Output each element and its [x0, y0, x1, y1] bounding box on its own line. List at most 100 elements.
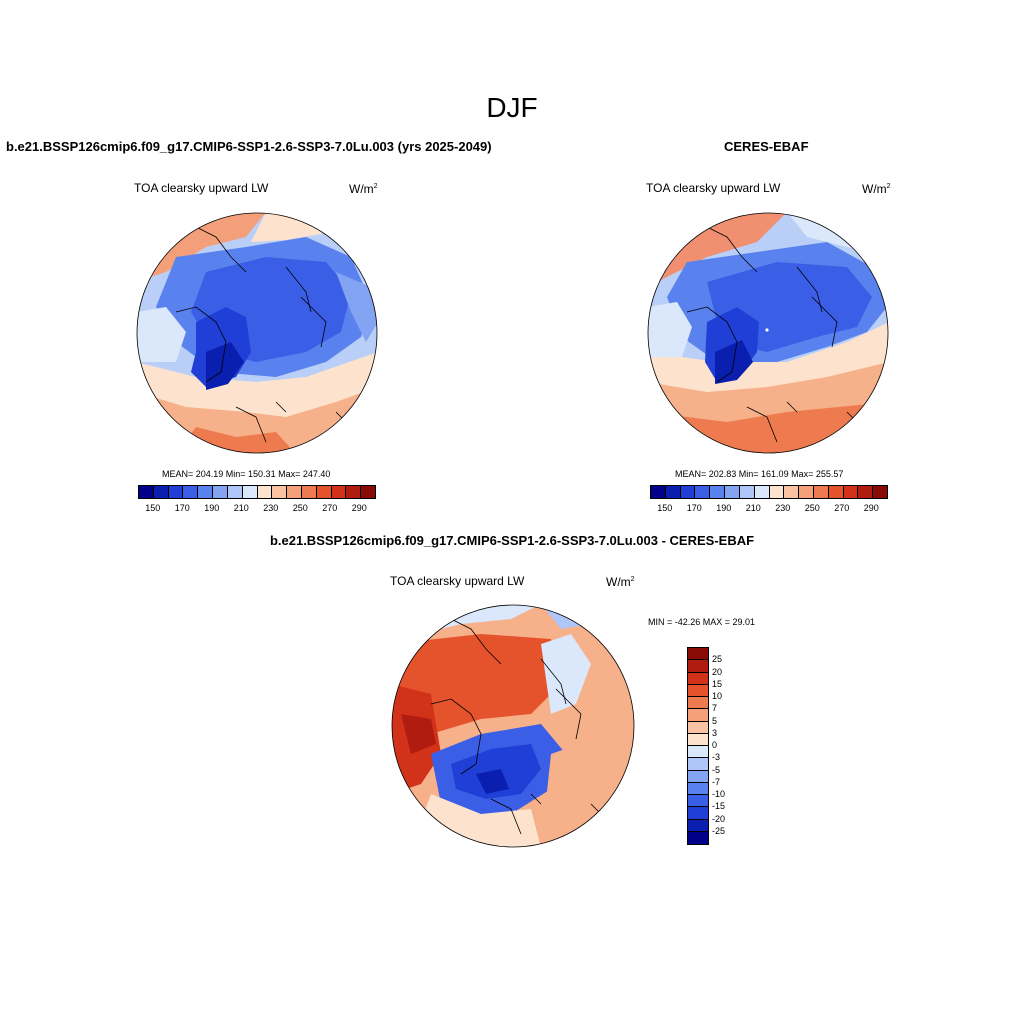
colorbar-tick-label: 210 [745, 503, 761, 513]
colorbar-tick-label: 25 [712, 654, 723, 665]
colorbar-swatch [688, 660, 708, 673]
diff-panel-title: b.e21.BSSP126cmip6.f09_g17.CMIP6-SSP1-2.… [269, 533, 755, 548]
colorbar-swatch [153, 486, 169, 498]
colorbar-swatch [769, 486, 785, 498]
colorbar-tick-label: 7 [712, 703, 718, 714]
colorbar-tick-label: -20 [712, 813, 726, 824]
colorbar-tick-label: -3 [712, 752, 721, 763]
colorbar-tick-label: 230 [775, 503, 791, 513]
colorbar-swatch [754, 486, 770, 498]
colorbar-swatch [688, 807, 708, 820]
colorbar-swatch [272, 486, 288, 498]
colorbar-swatch [287, 486, 302, 498]
colorbar-swatch [651, 486, 666, 498]
obs-polar-map [647, 212, 889, 454]
colorbar-tick-label: 0 [712, 740, 718, 750]
colorbar-swatch [688, 697, 708, 710]
colorbar-swatch [183, 486, 199, 498]
obs-panel-title: CERES-EBAF [724, 139, 809, 154]
colorbar-swatch [257, 486, 273, 498]
colorbar-swatch [688, 672, 708, 685]
colorbar-tick-label: 3 [712, 727, 718, 738]
colorbar-tick-label: 170 [686, 503, 702, 513]
colorbar-tick-label: 170 [174, 503, 190, 513]
colorbar-swatch [695, 486, 711, 498]
obs-units-label: W/m2 [862, 182, 891, 196]
colorbar-swatch [361, 486, 375, 498]
diff-polar-map [391, 604, 635, 848]
model-polar-map [136, 212, 378, 454]
colorbar-tick-label: 10 [712, 691, 723, 701]
diff-variable-label: TOA clearsky upward LW [390, 574, 525, 588]
diff-stats: MIN = -42.26 MAX = 29.01 [648, 617, 756, 627]
model-stats: MEAN= 204.19 Min= 150.31 Max= 247.40 [162, 469, 331, 479]
colorbar-tick-label: 190 [204, 503, 220, 513]
colorbar-swatch [688, 782, 708, 795]
colorbar-swatch [725, 486, 740, 498]
colorbar-swatch [858, 486, 874, 498]
colorbar-swatch [813, 486, 829, 498]
colorbar-swatch [213, 486, 228, 498]
colorbar-swatch [301, 486, 317, 498]
colorbar-tick-label: 270 [834, 503, 850, 513]
colorbar-tick-label: 290 [351, 503, 367, 513]
colorbar-swatch [680, 486, 696, 498]
colorbar-tick-label: 150 [145, 503, 161, 513]
colorbar-tick-label: 250 [292, 503, 308, 513]
model-variable-label: TOA clearsky upward LW [134, 181, 269, 195]
colorbar-swatch [828, 486, 844, 498]
colorbar-swatch [688, 746, 708, 759]
colorbar-tick-label: -5 [712, 764, 721, 775]
colorbar-swatch [688, 831, 708, 844]
model-colorbar [138, 485, 376, 499]
diff-colorbar [687, 647, 709, 845]
colorbar-tick-label: -25 [712, 825, 726, 836]
colorbar-swatch [198, 486, 214, 498]
season-title: DJF [486, 92, 538, 123]
model-panel-title: b.e21.BSSP126cmip6.f09_g17.CMIP6-SSP1-2.… [6, 139, 492, 154]
colorbar-swatch [316, 486, 332, 498]
colorbar-swatch [873, 486, 887, 498]
obs-colorbar-ticks: 150 170 190 210 230 250 270 290 [650, 503, 888, 515]
colorbar-swatch [688, 733, 708, 746]
colorbar-swatch [739, 486, 755, 498]
diff-units-label: W/m2 [606, 575, 635, 589]
colorbar-swatch [784, 486, 800, 498]
colorbar-swatch [168, 486, 184, 498]
obs-variable-label: TOA clearsky upward LW [646, 181, 781, 195]
colorbar-swatch [688, 684, 708, 697]
colorbar-tick-label: 250 [804, 503, 820, 513]
colorbar-swatch [242, 486, 258, 498]
colorbar-tick-label: 210 [233, 503, 249, 513]
model-units-label: W/m2 [349, 182, 378, 196]
colorbar-tick-label: 150 [657, 503, 673, 513]
colorbar-swatch [331, 486, 347, 498]
colorbar-tick-label: 5 [712, 715, 718, 726]
colorbar-swatch [227, 486, 243, 498]
colorbar-tick-label: -7 [712, 776, 721, 787]
colorbar-tick-label: 290 [863, 503, 879, 513]
colorbar-swatch [688, 648, 708, 661]
colorbar-tick-label: 20 [712, 666, 723, 677]
colorbar-tick-label: 15 [712, 678, 723, 689]
colorbar-swatch [665, 486, 681, 498]
obs-stats: MEAN= 202.83 Min= 161.09 Max= 255.57 [675, 469, 844, 479]
colorbar-swatch [346, 486, 362, 498]
colorbar-swatch [710, 486, 726, 498]
colorbar-tick-label: 190 [716, 503, 732, 513]
colorbar-tick-label: 230 [263, 503, 279, 513]
colorbar-swatch [688, 819, 708, 832]
colorbar-swatch [139, 486, 154, 498]
colorbar-swatch [688, 758, 708, 771]
diff-colorbar-ticks: 25 20 15 10 7 5 3 0 -3 -5 -7 -10 -15 -20 -25 [712, 647, 742, 845]
colorbar-tick-label: -10 [712, 789, 726, 799]
colorbar-swatch [688, 721, 708, 734]
colorbar-swatch [843, 486, 859, 498]
colorbar-swatch [688, 770, 708, 783]
colorbar-swatch [688, 709, 708, 722]
colorbar-tick-label: 270 [322, 503, 338, 513]
colorbar-swatch [688, 795, 708, 808]
obs-colorbar [650, 485, 888, 499]
model-colorbar-ticks: 150 170 190 210 230 250 270 290 [138, 503, 376, 515]
colorbar-swatch [799, 486, 814, 498]
